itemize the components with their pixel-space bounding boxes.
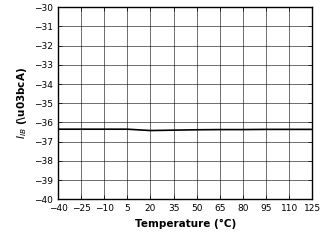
X-axis label: Temperature (°C): Temperature (°C) bbox=[135, 219, 236, 229]
Y-axis label: $I_{IB}$ (\u03bcA): $I_{IB}$ (\u03bcA) bbox=[14, 67, 29, 139]
